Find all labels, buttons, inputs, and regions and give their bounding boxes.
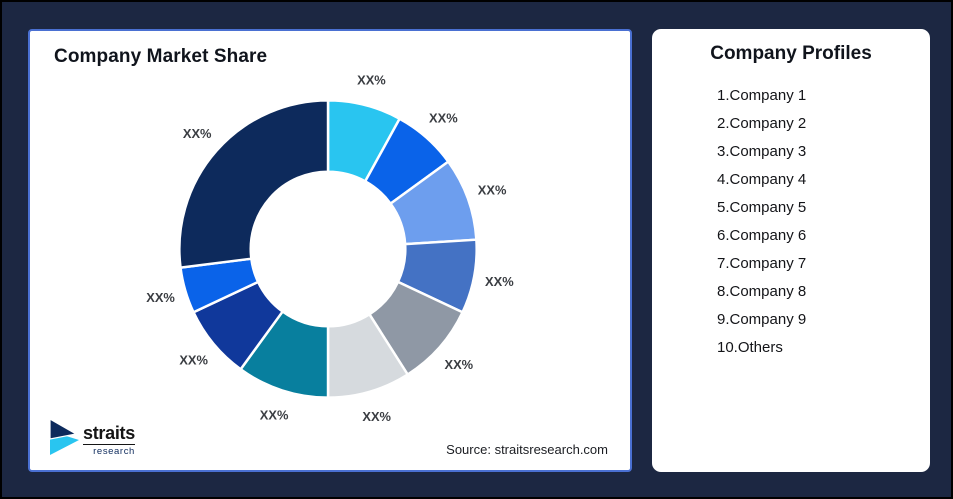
logo-subtitle: research: [93, 446, 135, 457]
donut-segment: [178, 99, 330, 269]
profile-list-item: 9.Company 9: [717, 311, 807, 328]
logo-text: straits research: [83, 424, 135, 457]
segment-label: XX%: [362, 409, 391, 424]
profile-list-item: 8.Company 8: [717, 283, 807, 300]
company-profiles-panel: Company Profiles 1.Company 1 2.Company 2…: [652, 29, 930, 472]
profile-list-item: 4.Company 4: [717, 171, 807, 188]
segment-label: XX%: [179, 353, 208, 368]
profile-list-item: 5.Company 5: [717, 199, 807, 216]
straits-arrow-icon: [50, 419, 79, 455]
chart-title: Company Market Share: [54, 46, 268, 67]
source-attribution: Source: straitsresearch.com: [446, 442, 608, 457]
profile-list-item: 7.Company 7: [717, 255, 807, 272]
segment-label: XX%: [478, 182, 507, 197]
segment-label: XX%: [183, 126, 212, 141]
segment-label: XX%: [146, 290, 175, 305]
profile-list-item: 10.Others: [717, 339, 783, 356]
market-share-donut-chart: XX% XX% XX% XX% XX% XX% XX% XX% XX% XX%: [146, 73, 514, 424]
segment-label: XX%: [445, 357, 474, 372]
segment-label: XX%: [260, 407, 289, 422]
segment-label: XX%: [485, 274, 514, 289]
segment-label: XX%: [357, 73, 386, 88]
profiles-title: Company Profiles: [710, 43, 872, 64]
company-profiles-list: 1.Company 1 2.Company 2 3.Company 3 4.Co…: [652, 82, 930, 362]
segment-label: XX%: [429, 111, 458, 126]
logo-name: straits: [83, 423, 135, 445]
market-share-panel: Company Market Share XX% XX% XX% XX% XX% XX% X…: [28, 29, 632, 472]
profile-list-item: 3.Company 3: [717, 143, 807, 160]
straits-research-logo: straits research: [50, 419, 135, 457]
profile-list-item: 6.Company 6: [717, 227, 807, 244]
profile-list-item: 2.Company 2: [717, 115, 807, 132]
profile-list-item: 1.Company 1: [717, 87, 807, 104]
